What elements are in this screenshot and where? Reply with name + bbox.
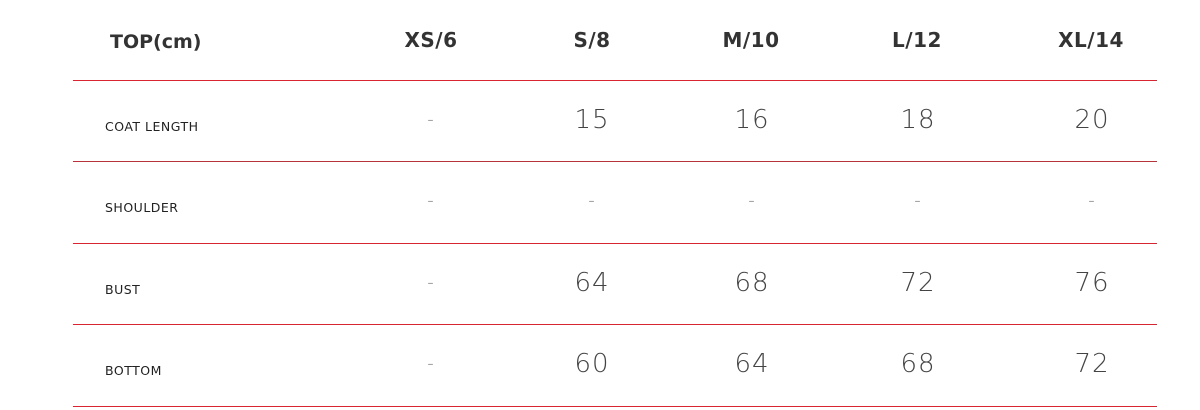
size-value: 16 bbox=[734, 105, 770, 135]
column-header-l: L/12 bbox=[892, 28, 942, 52]
size-value: 68 bbox=[734, 268, 770, 298]
size-value: 76 bbox=[1074, 268, 1110, 298]
size-value: - bbox=[427, 190, 435, 211]
size-value: 64 bbox=[734, 349, 770, 379]
size-value: - bbox=[427, 353, 435, 374]
size-value: 60 bbox=[574, 349, 610, 379]
size-value: 64 bbox=[574, 268, 610, 298]
column-header-xs: XS/6 bbox=[404, 28, 458, 52]
size-value: - bbox=[1088, 190, 1096, 211]
size-value: 72 bbox=[900, 268, 936, 298]
size-value: 68 bbox=[900, 349, 936, 379]
row-divider bbox=[73, 406, 1157, 407]
table-row: BOTTOM - 60 64 68 72 bbox=[0, 325, 1200, 406]
column-header-s: S/8 bbox=[573, 28, 611, 52]
table-header: TOP(cm) XS/6 S/8 M/10 L/12 XL/14 bbox=[0, 0, 1200, 80]
size-value: - bbox=[914, 190, 922, 211]
size-value: - bbox=[427, 272, 435, 293]
size-value: 18 bbox=[900, 105, 936, 135]
row-label: COAT LENGTH bbox=[105, 119, 199, 134]
table-title: TOP(cm) bbox=[110, 31, 202, 53]
table-row: SHOULDER - - - - - bbox=[0, 162, 1200, 243]
row-label: BOTTOM bbox=[105, 363, 162, 378]
size-value: 15 bbox=[574, 105, 610, 135]
row-divider bbox=[73, 324, 1157, 325]
row-label: SHOULDER bbox=[105, 200, 179, 215]
size-value: 72 bbox=[1074, 349, 1110, 379]
size-value: - bbox=[588, 190, 596, 211]
column-header-m: M/10 bbox=[722, 28, 780, 52]
size-value: - bbox=[427, 109, 435, 130]
row-divider bbox=[73, 243, 1157, 244]
column-header-xl: XL/14 bbox=[1058, 28, 1124, 52]
size-value: - bbox=[748, 190, 756, 211]
table-row: COAT LENGTH - 15 16 18 20 bbox=[0, 81, 1200, 162]
row-divider bbox=[73, 80, 1157, 81]
row-label: BUST bbox=[105, 282, 141, 297]
size-value: 20 bbox=[1074, 105, 1110, 135]
row-divider bbox=[73, 161, 1157, 162]
table-row: BUST - 64 68 72 76 bbox=[0, 244, 1200, 325]
